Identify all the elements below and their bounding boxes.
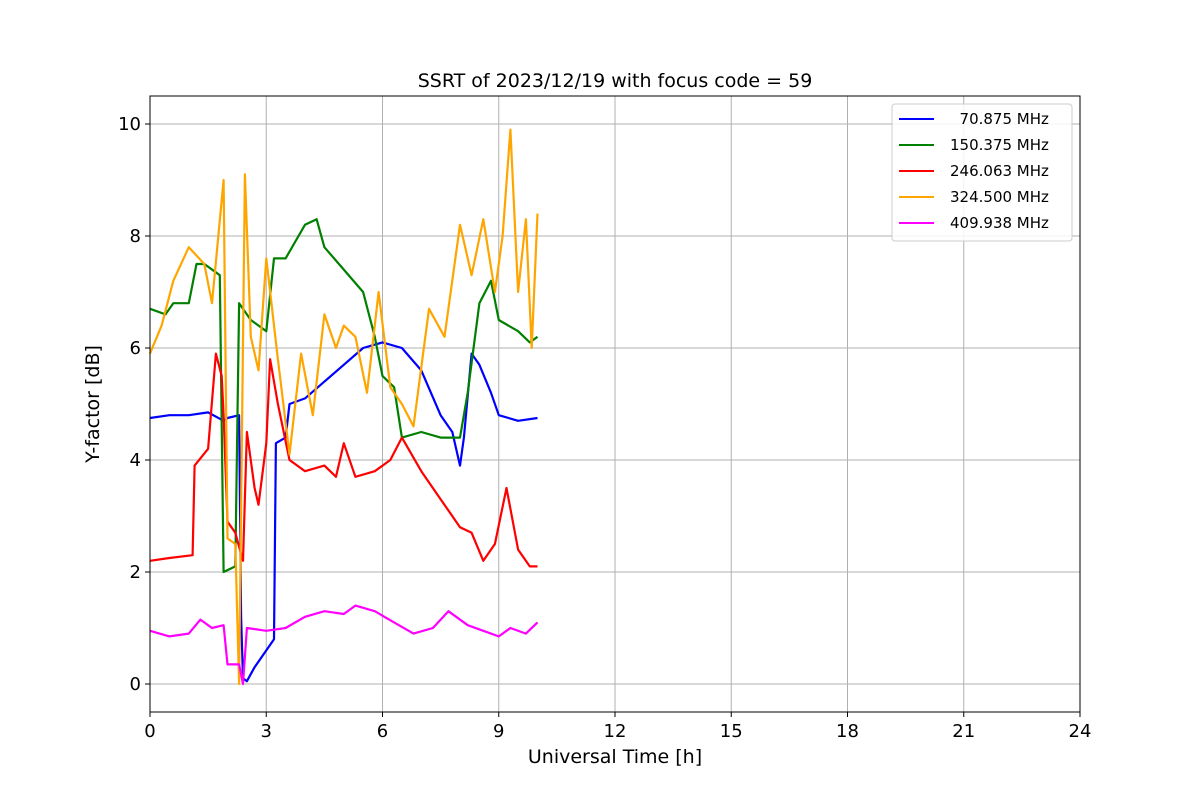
x-tick-label: 0: [144, 721, 155, 742]
legend-label: 409.938 MHz: [950, 214, 1049, 232]
legend-label: 324.500 MHz: [950, 188, 1049, 206]
x-tick-label: 9: [493, 721, 504, 742]
legend-box: [891, 103, 1073, 242]
series-line-4: [148, 128, 539, 686]
legend-label: 246.063 MHz: [950, 162, 1049, 180]
series-lines: [148, 128, 539, 686]
y-tick-label: 6: [130, 338, 141, 359]
y-tick-label: 4: [130, 450, 141, 471]
legend: 70.875 MHz 150.375 MHz 246.063 MHz 324.500 …: [891, 103, 1073, 242]
series-line-3: [149, 352, 538, 568]
y-axis-title: Y-factor [dB]: [82, 345, 104, 464]
chart-title: SSRT of 2023/12/19 with focus code = 59: [418, 70, 813, 92]
legend-label: 70.875 MHz: [950, 110, 1049, 128]
x-axis-title: Universal Time [h]: [528, 746, 702, 768]
x-tick-label: 3: [261, 721, 272, 742]
y-tick-label: 10: [118, 114, 141, 135]
x-tick-label: 24: [1069, 721, 1092, 742]
y-tick-label: 8: [130, 226, 141, 247]
x-tick-label: 12: [604, 721, 627, 742]
x-tick-label: 18: [836, 721, 859, 742]
legend-label: 150.375 MHz: [950, 136, 1049, 154]
y-tick-label: 2: [130, 562, 141, 583]
series-line-5: [149, 604, 539, 686]
x-tick-label: 15: [720, 721, 743, 742]
y-tick-label: 0: [130, 674, 141, 695]
series-line-2: [149, 218, 539, 574]
x-tick-label: 21: [952, 721, 975, 742]
x-tick-label: 6: [377, 721, 388, 742]
